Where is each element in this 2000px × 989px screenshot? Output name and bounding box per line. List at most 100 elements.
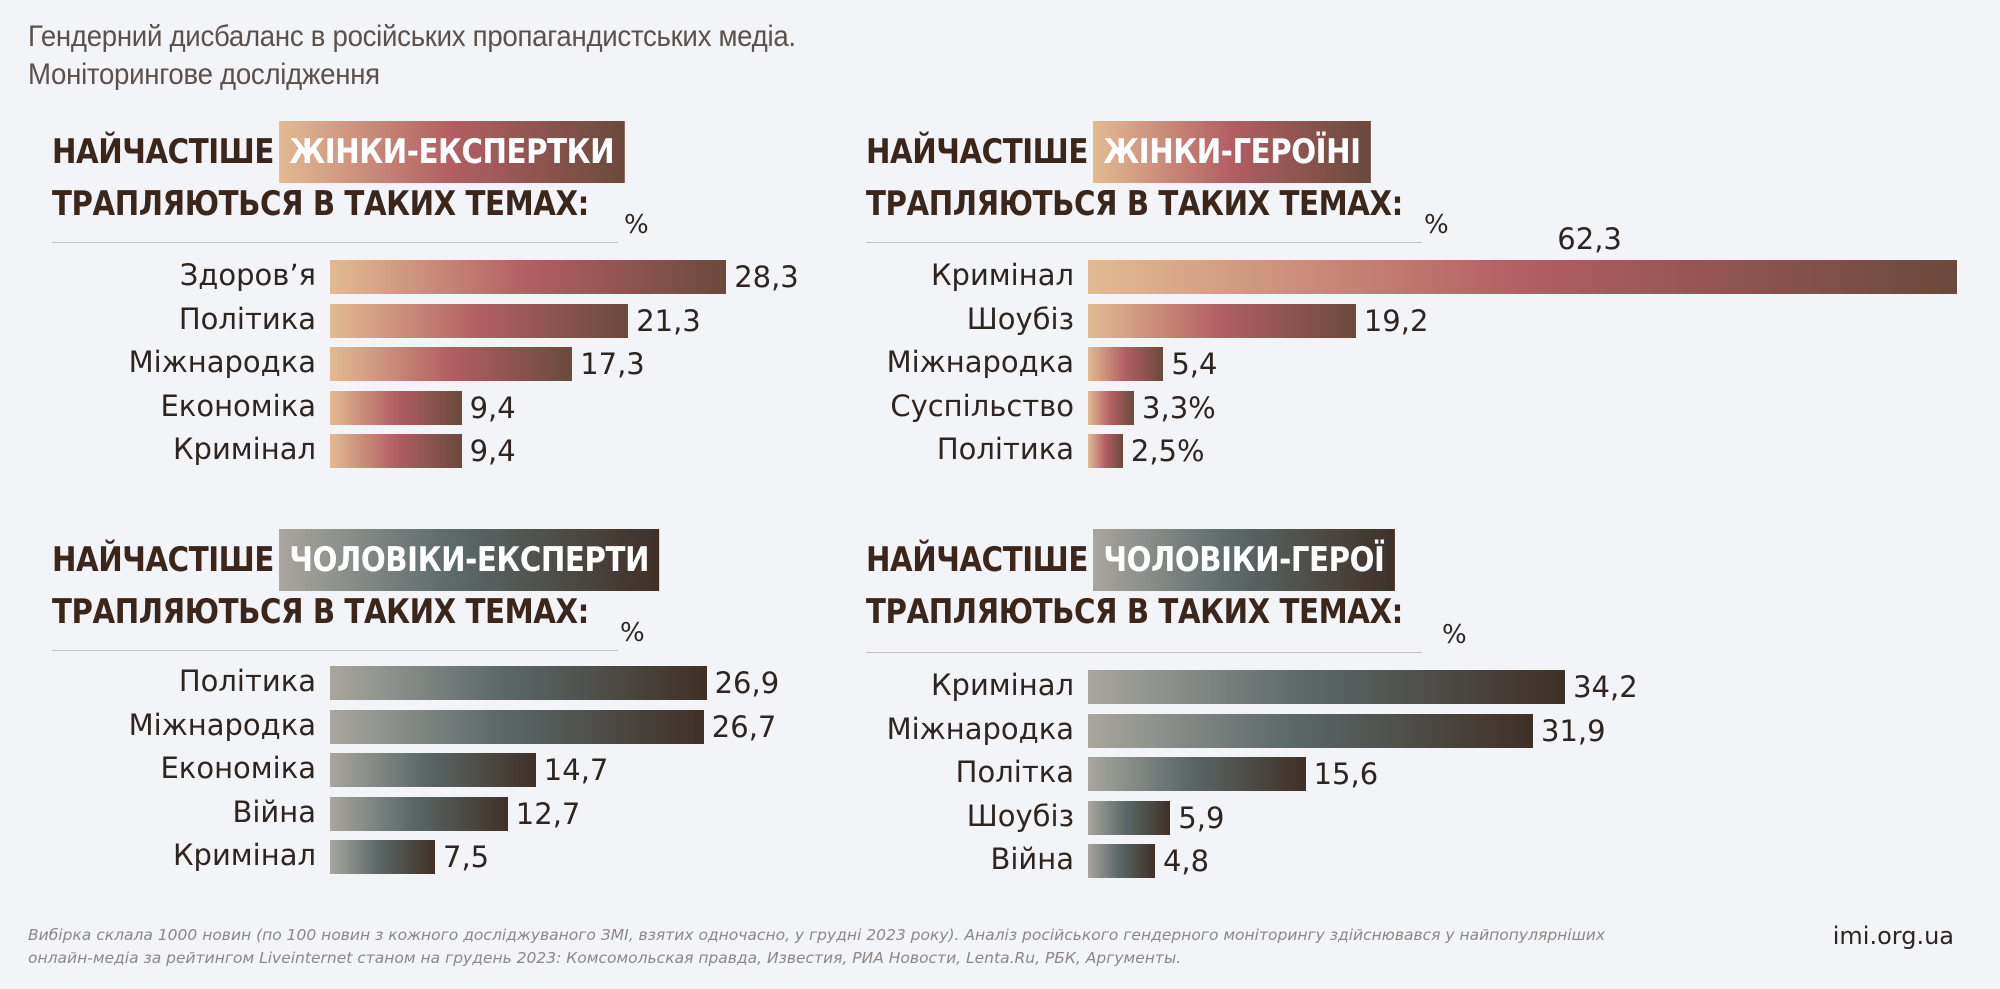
category-label: Політика: [936, 432, 1074, 466]
category-row: Міжнародка: [52, 707, 316, 744]
bar: [1088, 390, 1135, 425]
chart-divider: [52, 242, 618, 243]
bar: [330, 260, 727, 294]
chart-heading-highlight: ЧОЛОВІКИ-ЕКСПЕРТИ: [279, 529, 660, 591]
chart-heading-line2: ТРАПЛЯЮТЬСЯ В ТАКИХ ТЕМАХ:: [52, 184, 589, 224]
bar: [330, 347, 573, 381]
unit-label: %: [624, 210, 649, 240]
bar: [330, 303, 629, 338]
category-label: Кримінал: [930, 258, 1074, 292]
unit-label: %: [1424, 210, 1449, 240]
category-row: Суспільство: [866, 388, 1074, 425]
chart-heading: НАЙЧАСТІШЕ ЧОЛОВІКИ-ГЕРОЇ ТРАПЛЯЮТЬСЯ В ТА…: [866, 529, 1490, 638]
chart-heading-highlight: ЧОЛОВІКИ-ГЕРОЇ: [1093, 529, 1395, 591]
chart-heading-lead: НАЙЧАСТІШЕ: [52, 132, 274, 172]
category-label: Політика: [178, 301, 316, 336]
value-label: 4,8: [1162, 844, 1210, 878]
bar: [1088, 800, 1171, 835]
category-label: Здоров’я: [179, 258, 316, 292]
value-label: 26,9: [714, 666, 780, 700]
category-row: Війна: [866, 842, 1074, 878]
bar: [330, 666, 707, 700]
value-label: 7,5: [443, 840, 490, 874]
bar: [1088, 844, 1155, 878]
chart-heading-highlight: ЖІНКИ-ЕКСПЕРТКИ: [279, 121, 625, 183]
page-title-line1: Гендерний дисбаланс в російських пропага…: [28, 20, 796, 53]
category-label: Міжнародка: [886, 345, 1074, 379]
chart-heading-line2: ТРАПЛЯЮТЬСЯ В ТАКИХ ТЕМАХ:: [866, 592, 1403, 632]
category-label: Політка: [955, 755, 1074, 789]
category-row: Кримінал: [866, 668, 1074, 704]
chart-heading-lead: НАЙЧАСТІШЕ: [52, 540, 274, 580]
category-row: Кримінал: [52, 838, 316, 874]
unit-label: %: [620, 618, 645, 648]
category-label: Міжнародка: [128, 707, 316, 742]
bar: [1088, 713, 1533, 748]
bar: [1088, 303, 1356, 338]
category-row: Політка: [866, 755, 1074, 791]
unit-label: %: [1442, 620, 1467, 650]
bar: [330, 434, 462, 468]
value-label: 14,7: [543, 753, 609, 787]
bar: [1088, 260, 1958, 294]
chart-divider: [866, 652, 1422, 653]
value-label: 17,3: [580, 347, 645, 381]
category-label: Міжнародка: [128, 345, 316, 379]
category-label: Кримінал: [930, 668, 1074, 702]
category-label: Економіка: [160, 388, 316, 423]
category-label: Шоубіз: [966, 301, 1074, 336]
value-label: 2,5%: [1130, 434, 1205, 468]
category-row: Кримінал: [52, 432, 316, 468]
value-label: 5,4: [1171, 347, 1218, 381]
bar: [330, 390, 462, 425]
category-row: Економіка: [52, 751, 316, 787]
category-label: Суспільство: [890, 388, 1074, 423]
category-row: Політика: [866, 432, 1074, 468]
category-row: Міжнародка: [52, 345, 316, 381]
bar: [330, 796, 508, 831]
category-label: Політика: [178, 664, 316, 698]
value-label: 9,4: [469, 390, 516, 425]
bar: [1088, 757, 1306, 791]
bar: [1088, 670, 1566, 704]
chart-heading-line2: ТРАПЛЯЮТЬСЯ В ТАКИХ ТЕМАХ:: [866, 184, 1403, 224]
category-label: Кримінал: [172, 838, 316, 872]
chart-heading-lead: НАЙЧАСТІШЕ: [866, 540, 1088, 580]
value-label: 31,9: [1541, 713, 1606, 748]
category-label: Економіка: [160, 751, 316, 785]
category-row: Міжнародка: [866, 345, 1074, 381]
page-title: Гендерний дисбаланс в російських пропага…: [28, 18, 863, 94]
value-label: 3,3%: [1142, 390, 1216, 425]
chart-heading-line2: ТРАПЛЯЮТЬСЯ В ТАКИХ ТЕМАХ:: [52, 592, 589, 632]
chart-heading: НАЙЧАСТІШЕ ЧОЛОВІКИ-ЕКСПЕРТИ ТРАПЛЯЮТЬСЯ В…: [52, 529, 758, 638]
value-label: 21,3: [636, 303, 701, 338]
chart-heading-lead: НАЙЧАСТІШЕ: [866, 132, 1088, 172]
category-label: Шоубіз: [966, 798, 1074, 833]
category-label: Війна: [232, 794, 316, 829]
value-label: 12,7: [515, 796, 581, 831]
chart-heading: НАЙЧАСТІШЕ ЖІНКИ-ЕКСПЕРТКИ ТРАПЛЯЮТЬСЯ В Т…: [52, 121, 718, 230]
category-row: Міжнародка: [866, 711, 1074, 748]
category-row: Війна: [52, 794, 316, 831]
site-link[interactable]: imi.org.ua: [1832, 922, 1954, 950]
chart-heading-line1: НАЙЧАСТІШЕ ЖІНКИ-ЕКСПЕРТКИ: [52, 121, 625, 183]
value-label: 62,3: [1557, 222, 1622, 256]
value-label: 5,9: [1178, 800, 1225, 835]
chart-heading-highlight: ЖІНКИ-ГЕРОЇНІ: [1093, 121, 1371, 183]
bar: [1088, 434, 1123, 468]
category-row: Здоров’я: [52, 258, 316, 294]
category-label: Міжнародка: [886, 711, 1074, 746]
category-row: Шоубіз: [866, 798, 1074, 835]
chart-heading: НАЙЧАСТІШЕ ЖІНКИ-ГЕРОЇНІ ТРАПЛЯЮТЬСЯ В ТАК…: [866, 121, 1490, 230]
category-row: Політика: [52, 664, 316, 700]
footer-note: Вибірка склала 1000 новин (по 100 новин …: [28, 926, 1606, 967]
bar: [330, 709, 704, 744]
value-label: 28,3: [734, 260, 799, 294]
page-title-line2: Моніторингове дослідження: [28, 58, 380, 91]
category-row: Шоубіз: [866, 301, 1074, 338]
bar: [1088, 347, 1164, 381]
value-label: 15,6: [1313, 757, 1379, 791]
chart-divider: [52, 650, 618, 651]
value-label: 26,7: [711, 709, 777, 744]
chart-heading-line1: НАЙЧАСТІШЕ ЧОЛОВІКИ-ГЕРОЇ: [866, 529, 1403, 591]
